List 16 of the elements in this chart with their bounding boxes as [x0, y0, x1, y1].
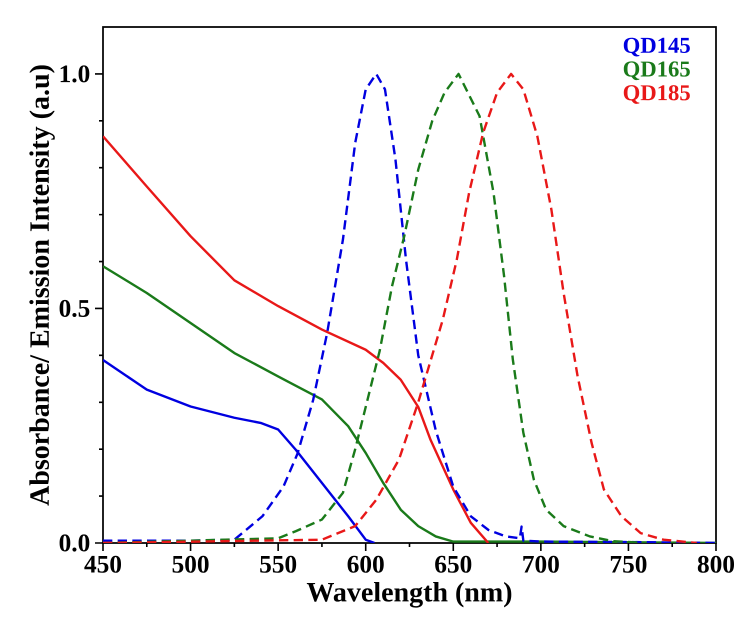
y-tick-label: 1.0: [60, 65, 90, 83]
x-tick-label: 550: [260, 556, 296, 573]
y-axis-title: Absorbance/ Emission Intensity (a.u): [29, 65, 55, 506]
text: QD185: [624, 85, 690, 104]
x-tick-label: 800: [698, 556, 734, 573]
text: QD165: [624, 61, 690, 80]
y-tick-label: 0.5: [60, 300, 90, 318]
x-tick-label: 700: [523, 556, 559, 573]
text: QD145: [624, 38, 690, 56]
x-tick-label: 600: [348, 556, 384, 573]
x-tick-label: 500: [172, 556, 209, 573]
x-tick-label: 750: [610, 556, 646, 573]
x-tick-label: 650: [435, 556, 472, 573]
x-axis-title: Wavelength (nm): [306, 582, 512, 608]
x-tick-label: 450: [84, 556, 122, 573]
y-tick-label: 0.0: [60, 534, 90, 552]
